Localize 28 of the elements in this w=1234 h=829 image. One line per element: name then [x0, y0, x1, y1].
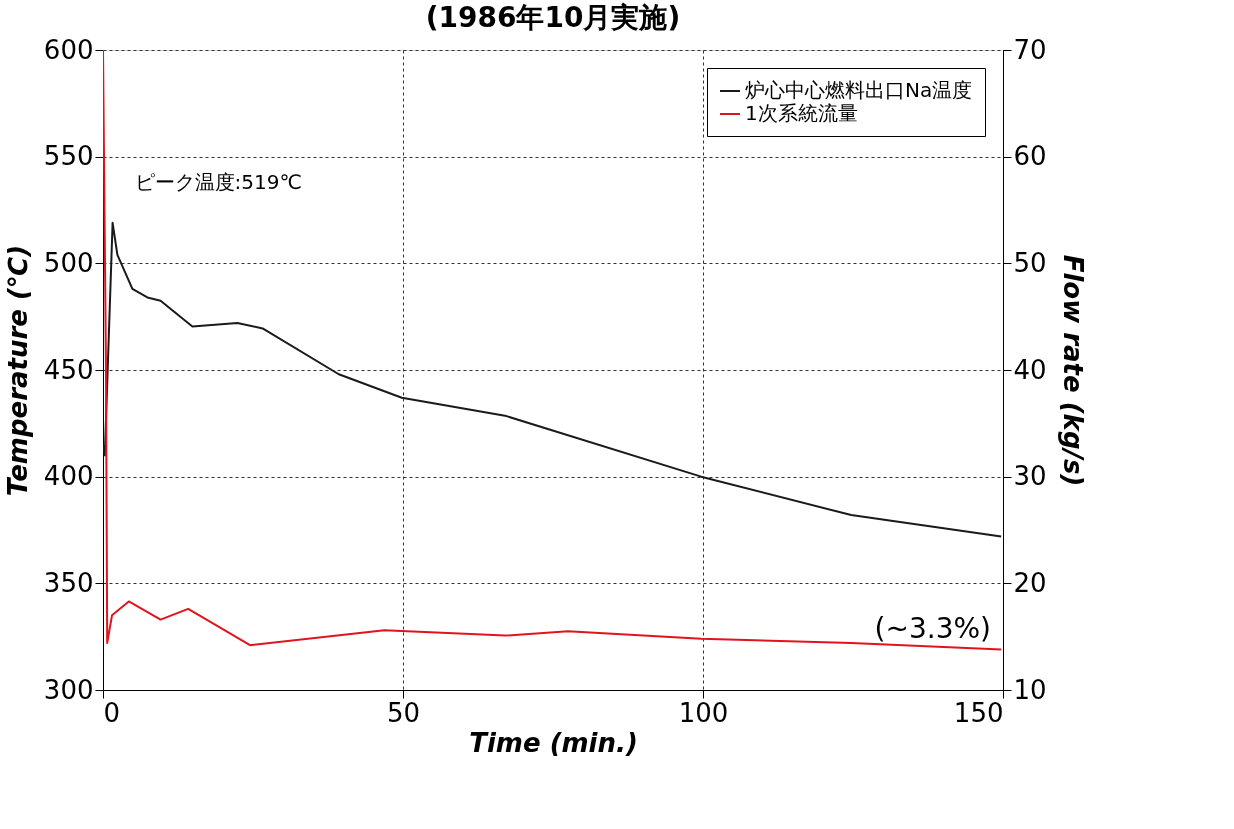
y-tick-label: 500: [43, 247, 94, 278]
line-series: [103, 221, 1003, 538]
y2-tick-label: 70: [1013, 34, 1047, 65]
x-tick-label: 100: [678, 697, 729, 728]
y-tick-label: 400: [43, 461, 94, 492]
y-tick-label: 600: [43, 34, 94, 65]
y-tick-label: 550: [43, 141, 94, 172]
x-axis-title: Time (min.): [469, 727, 638, 758]
legend-label: 1次系統流量: [745, 101, 858, 125]
y2-axis-title: Flow rate (kg/s): [1057, 254, 1088, 487]
y-axis-title: Temperature (℃): [2, 244, 33, 497]
y2-tick-label: 60: [1013, 141, 1047, 172]
y2-tick-label: 20: [1013, 567, 1047, 598]
y2-tick-label: 50: [1013, 247, 1047, 278]
y2-tick-label: 40: [1013, 354, 1047, 385]
legend-label: 炉心中心燃料出口Na温度: [745, 78, 973, 102]
y-tick-label: 300: [43, 674, 94, 705]
annotation: (~3.3%): [874, 612, 991, 645]
chart-title: (1986年10月実施): [425, 1, 681, 34]
y2-tick-label: 30: [1013, 461, 1047, 492]
x-tick-label: 150: [953, 697, 1004, 728]
x-tick-label: 0: [103, 697, 121, 728]
x-tick-label: 50: [386, 697, 421, 728]
y-tick-label: 450: [43, 354, 94, 385]
line-series: [103, 50, 1003, 651]
y-tick-label: 350: [43, 567, 94, 598]
y2-tick-label: 10: [1013, 674, 1047, 705]
annotation: ピーク温度:519℃: [134, 169, 302, 194]
